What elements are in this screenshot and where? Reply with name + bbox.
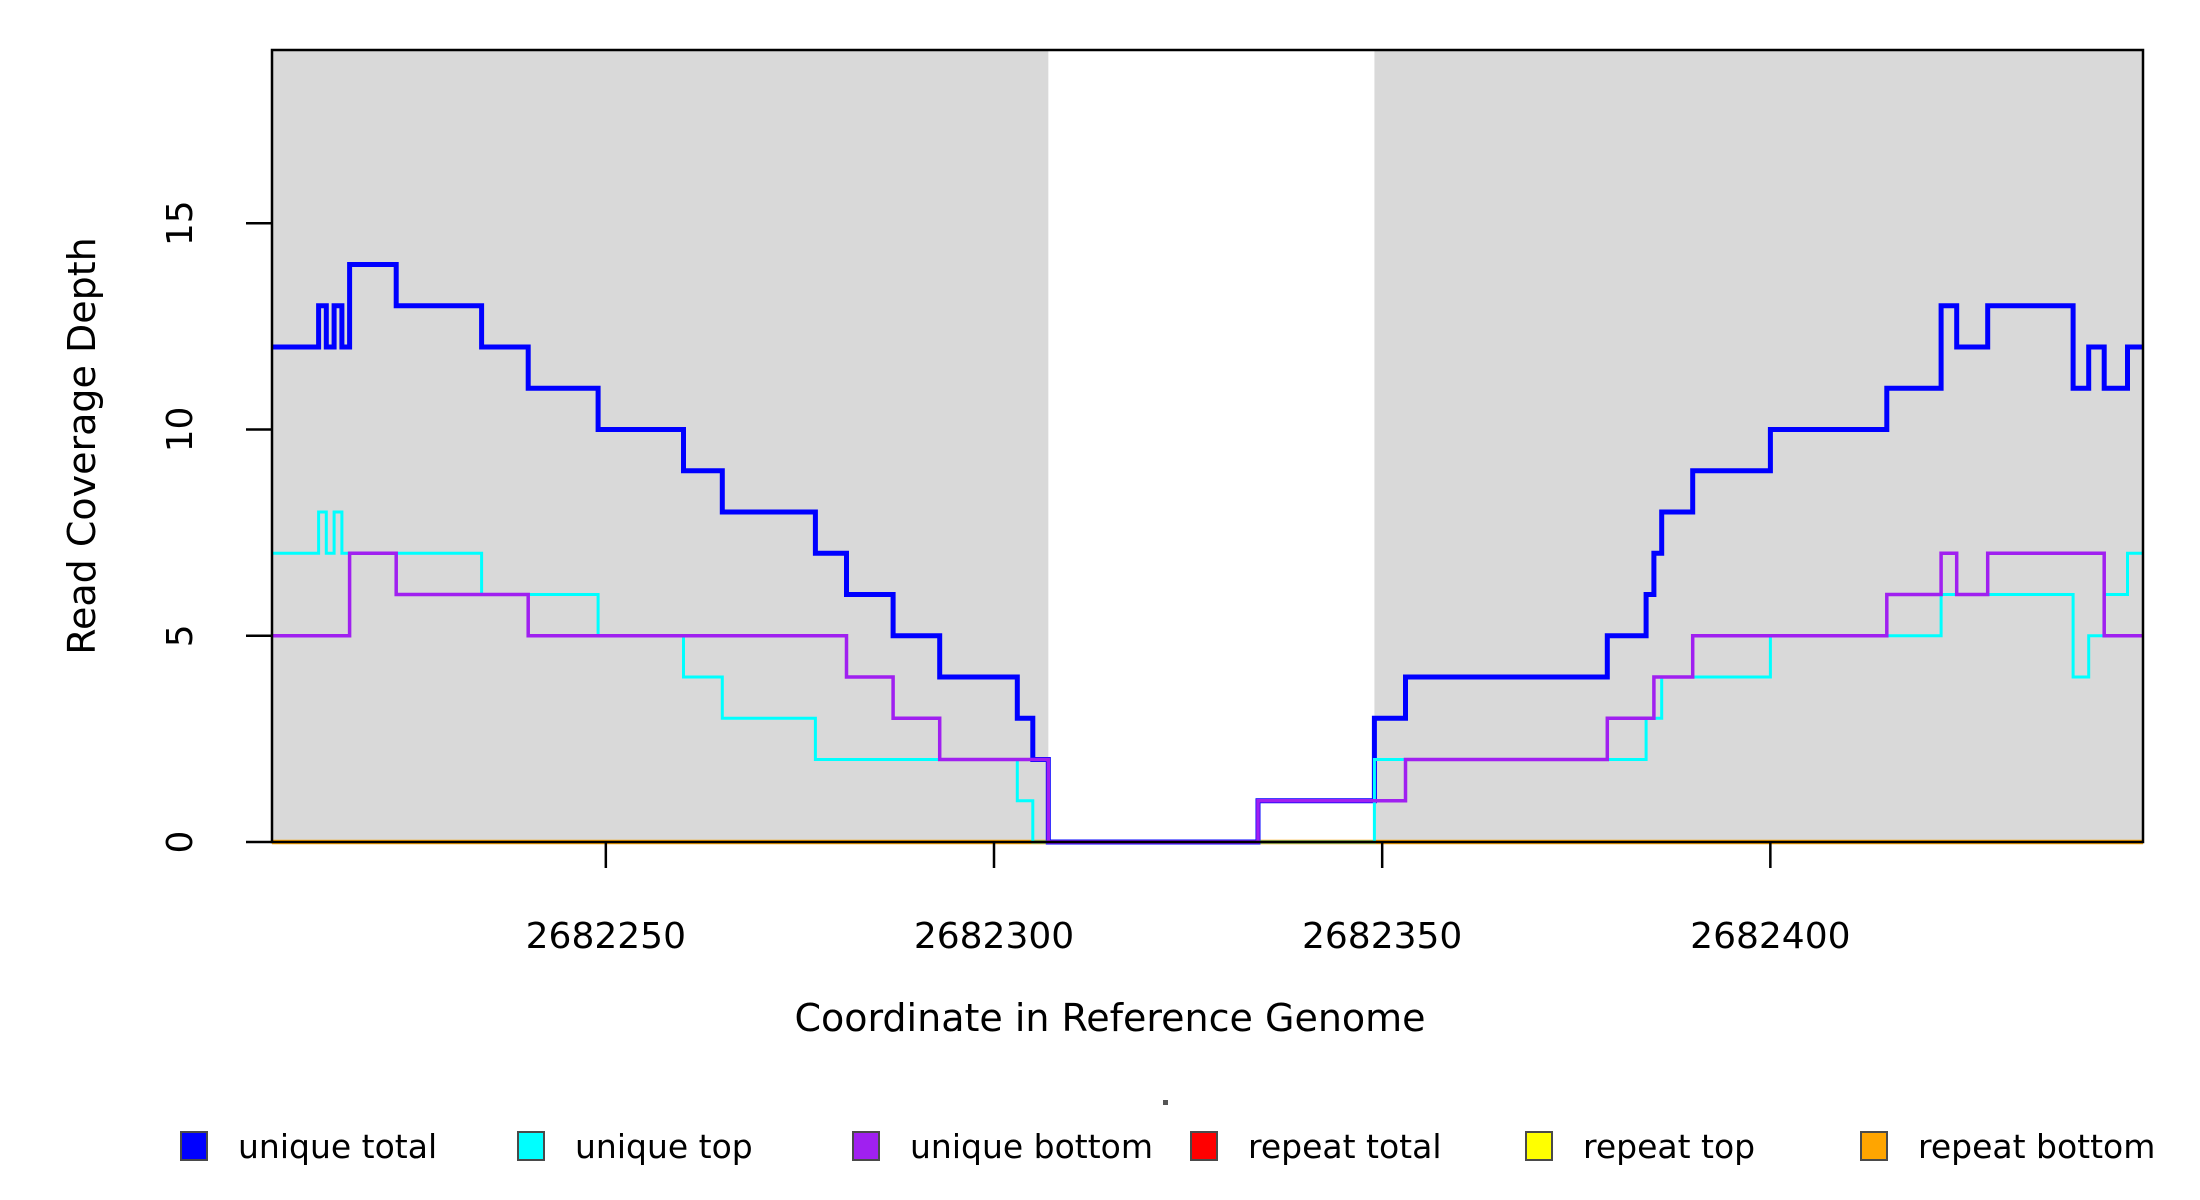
y-tick-label: 15 — [160, 200, 201, 246]
x-tick-label: 2682350 — [1302, 916, 1462, 957]
y-tick-label: 10 — [160, 407, 201, 453]
shaded-region-right — [1374, 50, 2143, 842]
x-axis-title: Coordinate in Reference Genome — [794, 996, 1426, 1040]
y-tick-label: 5 — [160, 624, 201, 647]
x-tick-label: 2682300 — [914, 916, 1074, 957]
series-line-unique-top — [272, 510, 2143, 844]
shaded-region-left — [272, 50, 1049, 842]
y-tick-label: 0 — [160, 831, 201, 854]
x-tick-label: 2682250 — [526, 916, 686, 957]
y-axis-title: Read Coverage Depth — [60, 237, 104, 655]
series-line-unique-bottom — [272, 551, 2143, 844]
x-tick-label: 2682400 — [1690, 916, 1850, 957]
stray-mark — [1163, 1100, 1168, 1105]
plot-frame — [270, 48, 2145, 844]
